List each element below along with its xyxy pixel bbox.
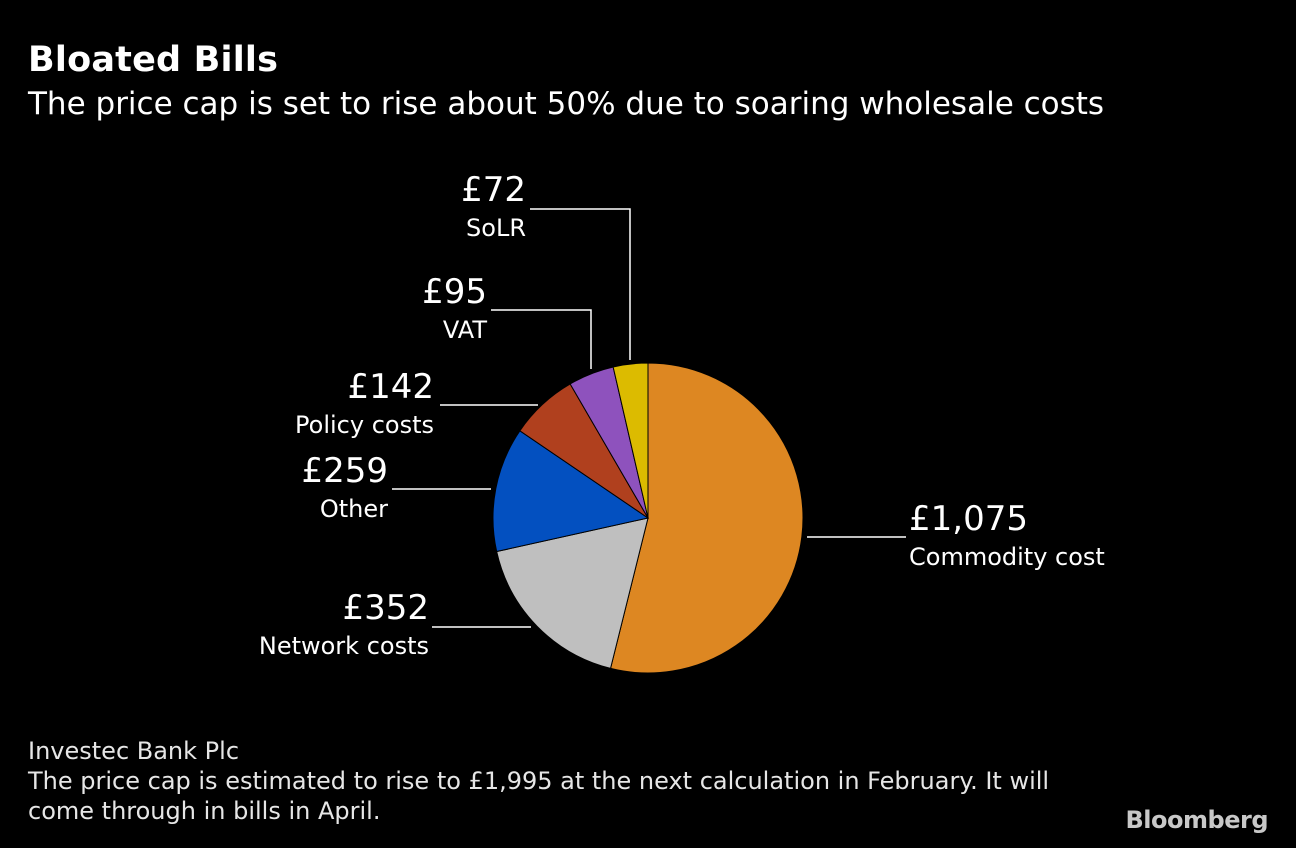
value-label-policy: £142	[347, 367, 434, 407]
pie-slice-commodity	[609, 362, 804, 674]
pie-slice-solr	[612, 362, 649, 519]
bloomberg-logo: Bloomberg	[1125, 806, 1269, 834]
category-label-solr: SoLR	[466, 214, 526, 242]
leader-line-solr	[530, 208, 631, 360]
value-label-commodity: £1,075	[909, 499, 1028, 539]
footnote: The price cap is estimated to rise to £1…	[28, 767, 1050, 825]
source-note: Investec Bank Plc	[28, 737, 240, 765]
category-label-vat: VAT	[443, 316, 487, 344]
category-label-policy: Policy costs	[295, 411, 434, 439]
chart-title: Bloated Bills	[28, 40, 279, 80]
leader-line-vat	[491, 309, 592, 369]
pie-slice-other	[492, 430, 650, 553]
value-label-other: £259	[301, 451, 388, 491]
category-label-commodity: Commodity cost	[909, 543, 1105, 571]
value-label-network: £352	[342, 588, 429, 628]
value-label-vat: £95	[422, 272, 487, 312]
category-label-network: Network costs	[259, 632, 429, 660]
value-label-solr: £72	[461, 170, 526, 210]
category-label-other: Other	[320, 495, 388, 523]
chart-subtitle: The price cap is set to rise about 50% d…	[28, 86, 1105, 122]
pie-slice-network	[496, 517, 649, 670]
